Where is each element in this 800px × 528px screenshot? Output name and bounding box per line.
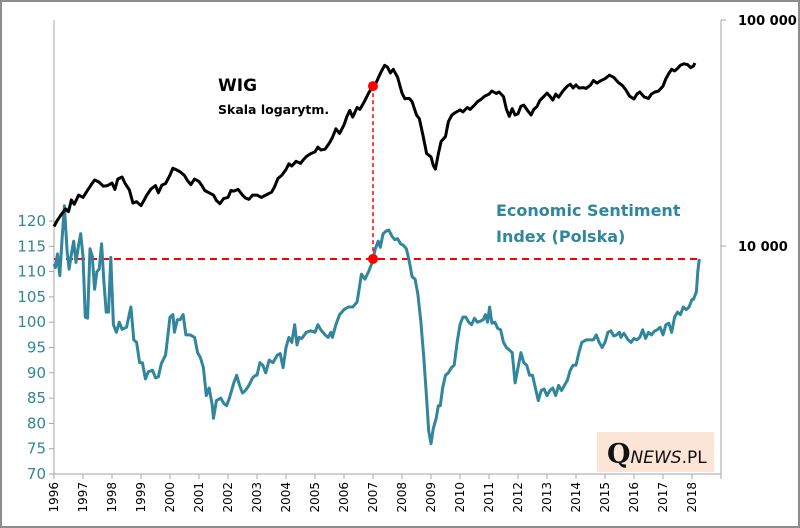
x-tick-label: 2003 [250,482,264,513]
annotation-esi-line2: Index (Polska) [496,227,625,246]
watermark-text: QNEWS.PL [607,439,707,470]
series-line-esi [52,204,701,446]
annotation-wig-subtitle: Skala logarytm. [218,102,329,117]
x-axis-ticks: 1996 1997 1998 1999 2000 2001 2002 2003 2004 2005… [47,474,722,513]
x-tick-label: 2008 [395,482,409,513]
x-tick-label: 2006 [337,482,351,513]
left-tick-label: 120 [17,212,46,230]
left-axis-ticks: 70 75 80 85 90 95 100 105 110 115 120 [17,212,54,483]
left-tick-label: 100 [17,313,46,331]
left-tick-label: 70 [27,465,46,483]
x-tick-label: 1998 [105,482,119,513]
left-tick-label: 115 [17,237,46,255]
x-tick-label: 2000 [163,482,177,513]
right-tick-label: 10 000 [738,240,788,255]
annotation-esi-line1: Economic Sentiment [496,201,681,220]
x-tick-label: 2010 [453,482,467,513]
right-axis-ticks: 10 000 100 000 [721,14,797,255]
x-tick-label: 2013 [540,482,554,513]
left-tick-label: 80 [27,414,46,432]
x-tick-label: 2014 [569,482,583,513]
x-tick-label: 2017 [656,482,670,513]
left-tick-label: 105 [17,288,46,306]
watermark: QNEWS.PL [597,432,714,472]
x-tick-label: 2018 [685,482,699,513]
left-tick-label: 95 [27,339,46,357]
x-tick-label: 2002 [221,482,235,513]
right-tick-label: 100 000 [738,14,797,29]
left-tick-label: 90 [27,364,46,382]
series-line-wig [52,62,697,228]
x-tick-label: 1996 [47,482,61,513]
x-tick-label: 2009 [424,482,438,513]
x-tick-label: 2011 [482,482,496,513]
x-tick-label: 2012 [511,482,525,513]
x-tick-label: 2007 [366,482,380,513]
x-tick-label: 2015 [598,482,612,513]
x-tick-label: 2016 [627,482,641,513]
marker-esi-point [368,253,378,264]
marker-wig-point [368,81,378,92]
x-tick-label: 1999 [134,482,148,513]
left-tick-label: 110 [17,263,46,281]
watermark-background [597,432,714,472]
annotation-wig-title: WIG [218,76,257,96]
markers [368,81,378,264]
left-tick-label: 85 [27,389,46,407]
x-tick-label: 2005 [308,482,322,513]
x-tick-label: 1997 [76,482,90,513]
x-tick-label: 2004 [279,482,293,513]
x-tick-label: 2001 [192,482,206,513]
left-tick-label: 75 [27,440,46,458]
